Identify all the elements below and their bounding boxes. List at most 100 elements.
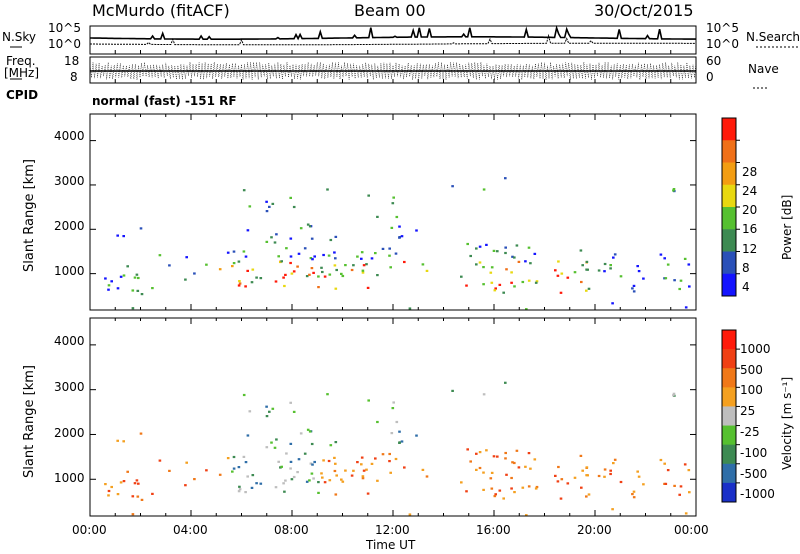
heatmap-cell — [308, 430, 312, 433]
heatmap-cell — [666, 263, 670, 266]
heatmap-cell — [168, 264, 171, 267]
velocity-ytick-4000: 4000 — [54, 334, 85, 348]
heatmap-cell — [408, 513, 412, 516]
colorbar-segment — [722, 368, 736, 388]
heatmap-cell — [482, 188, 486, 191]
heatmap-cell — [283, 490, 286, 493]
heatmap-cell — [521, 486, 525, 489]
heatmap-cell — [580, 486, 583, 489]
heatmap-cell — [265, 405, 268, 408]
heatmap-cell — [313, 460, 316, 464]
heatmap-cell — [335, 474, 338, 477]
heatmap-cell — [226, 457, 230, 460]
heatmap-cell — [494, 493, 497, 496]
heatmap-cell — [308, 273, 311, 276]
heatmap-cell — [248, 410, 252, 413]
vel-cbar-tick-100: 100 — [740, 383, 763, 397]
heatmap-cell — [285, 452, 288, 455]
heatmap-cell — [493, 495, 497, 498]
heatmap-cell — [510, 476, 513, 480]
power-cbar-tick-12: 12 — [742, 242, 758, 256]
heatmap-cell — [482, 488, 485, 491]
heatmap-cell — [119, 275, 123, 278]
heatmap-cell — [388, 247, 391, 250]
vel-cbar-tick-m100: -100 — [740, 446, 768, 460]
heatmap-cell — [498, 283, 502, 286]
heatmap-cell — [320, 266, 323, 269]
heatmap-cell — [517, 260, 521, 263]
heatmap-cell — [277, 460, 280, 463]
heatmap-cell — [137, 482, 140, 485]
heatmap-cell — [299, 227, 303, 230]
heatmap-cell — [284, 273, 287, 276]
heatmap-cell — [107, 489, 111, 493]
heatmap-cell — [527, 485, 531, 488]
velocity-heatmap — [104, 381, 691, 517]
heatmap-cell — [469, 254, 472, 258]
heatmap-cell — [683, 463, 687, 466]
heatmap-cell — [237, 466, 241, 469]
vel-cbar-tick-500: 500 — [740, 363, 763, 377]
heatmap-cell — [136, 289, 140, 292]
heatmap-cell — [237, 284, 241, 287]
heatmap-cell — [504, 177, 507, 180]
heatmap-cell — [376, 274, 379, 277]
x-axis-label: Time UT — [366, 538, 416, 552]
heatmap-cell — [366, 492, 370, 495]
heatmap-cell — [246, 475, 249, 478]
heatmap-cell — [579, 249, 583, 252]
heatmap-cell — [321, 270, 324, 274]
heatmap-cell — [232, 467, 236, 470]
xtick-5: 20:00 — [577, 523, 612, 537]
heatmap-cell — [490, 471, 494, 474]
heatmap-cell — [421, 263, 425, 266]
heatmap-cell — [511, 255, 514, 258]
heatmap-cell — [478, 466, 482, 470]
heatmap-cell — [116, 439, 119, 442]
heatmap-cell — [612, 256, 615, 259]
heatmap-cell — [609, 267, 612, 270]
heatmap-cell — [554, 474, 557, 477]
heatmap-cell — [308, 225, 312, 228]
heatmap-cell — [603, 270, 606, 273]
cpid-text: normal (fast) -151 RF — [92, 94, 237, 108]
heatmap-cell — [478, 245, 482, 248]
heatmap-cell — [619, 480, 623, 484]
heatmap-cell — [367, 194, 370, 197]
heatmap-cell — [403, 466, 406, 469]
heatmap-cell — [335, 268, 338, 272]
heatmap-cell — [581, 469, 584, 472]
heatmap-cell — [585, 474, 588, 477]
heatmap-cell — [365, 468, 368, 471]
heatmap-cell — [637, 475, 641, 478]
heatmap-cell — [242, 393, 246, 397]
heatmap-cell — [352, 264, 355, 267]
nsearch-label: N.Search — [746, 30, 800, 44]
heatmap-cell — [573, 476, 577, 479]
heatmap-cell — [107, 494, 110, 497]
heatmap-cell — [597, 269, 601, 272]
heatmap-cell — [158, 459, 162, 462]
heatmap-cell — [356, 255, 359, 258]
heatmap-cell — [309, 257, 313, 260]
heatmap-cell — [398, 441, 401, 444]
heatmap-cell — [515, 244, 519, 247]
heatmap-cell — [672, 394, 675, 397]
heatmap-cell — [137, 276, 140, 280]
heatmap-cell — [613, 458, 617, 461]
heatmap-cell — [231, 470, 234, 473]
heatmap-cell — [585, 495, 588, 498]
heatmap-cell — [232, 455, 236, 459]
date-title: 30/Oct/2015 — [594, 1, 694, 20]
heatmap-cell — [268, 410, 271, 413]
heatmap-cell — [246, 269, 249, 272]
heatmap-cell — [666, 469, 670, 472]
heatmap-cell — [505, 473, 508, 476]
heatmap-cell — [244, 255, 248, 258]
heatmap-cell — [687, 469, 691, 472]
heatmap-cell — [390, 226, 394, 229]
heatmap-cell — [360, 257, 363, 260]
heatmap-cell — [306, 428, 310, 431]
heatmap-cell — [496, 250, 499, 253]
heatmap-cell — [415, 229, 418, 232]
